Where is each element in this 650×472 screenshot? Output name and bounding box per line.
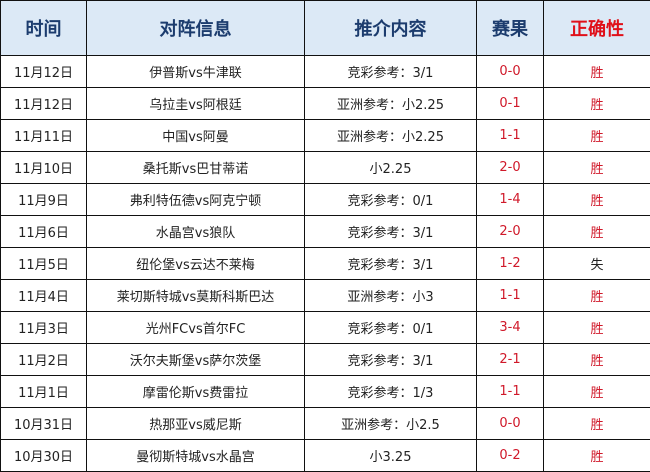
- score-cell: 1-2: [476, 247, 544, 280]
- date-cell: 11月10日: [0, 151, 87, 184]
- tip-cell: 小3.25: [304, 439, 477, 472]
- score-cell: 1-1: [476, 279, 544, 312]
- header-correct: 正确性: [543, 0, 650, 56]
- score-cell: 1-4: [476, 183, 544, 216]
- tip-cell: 小2.25: [304, 151, 477, 184]
- date-cell: 11月6日: [0, 215, 87, 248]
- result-cell: 胜: [543, 343, 650, 376]
- match-cell: 弗利特伍德vs阿克宁顿: [86, 183, 305, 216]
- result-cell: 胜: [543, 279, 650, 312]
- header-date: 时间: [0, 0, 87, 56]
- date-cell: 11月9日: [0, 183, 87, 216]
- table-row: 11月10日 桑托斯vs巴甘蒂诺 小2.25 2-0 胜: [0, 151, 650, 184]
- tip-cell: 竞彩参考：0/1: [304, 183, 477, 216]
- table-row: 11月11日 中国vs阿曼 亚洲参考：小2.25 1-1 胜: [0, 119, 650, 152]
- table-row: 11月3日 光州FCvs首尔FC 竞彩参考：0/1 3-4 胜: [0, 311, 650, 344]
- score-cell: 0-0: [476, 55, 544, 88]
- tip-cell: 竞彩参考：3/1: [304, 55, 477, 88]
- header-score: 赛果: [476, 0, 544, 56]
- match-cell: 莱切斯特城vs莫斯科斯巴达: [86, 279, 305, 312]
- tip-cell: 竞彩参考：3/1: [304, 343, 477, 376]
- date-cell: 10月30日: [0, 439, 87, 472]
- tip-cell: 竞彩参考：0/1: [304, 311, 477, 344]
- table-row: 11月6日 水晶宫vs狼队 竞彩参考：3/1 2-0 胜: [0, 215, 650, 248]
- result-cell: 胜: [543, 439, 650, 472]
- match-cell: 曼彻斯特城vs水晶宫: [86, 439, 305, 472]
- result-cell: 胜: [543, 119, 650, 152]
- tip-cell: 竞彩参考：3/1: [304, 247, 477, 280]
- date-cell: 11月3日: [0, 311, 87, 344]
- match-cell: 乌拉圭vs阿根廷: [86, 87, 305, 120]
- match-cell: 桑托斯vs巴甘蒂诺: [86, 151, 305, 184]
- table-row: 11月5日 纽伦堡vs云达不莱梅 竞彩参考：3/1 1-2 失: [0, 247, 650, 280]
- table-row: 10月30日 曼彻斯特城vs水晶宫 小3.25 0-2 胜: [0, 439, 650, 472]
- header-tip: 推介内容: [304, 0, 477, 56]
- score-cell: 2-1: [476, 343, 544, 376]
- score-cell: 1-1: [476, 375, 544, 408]
- result-cell: 胜: [543, 55, 650, 88]
- table-row: 11月9日 弗利特伍德vs阿克宁顿 竞彩参考：0/1 1-4 胜: [0, 183, 650, 216]
- date-cell: 11月5日: [0, 247, 87, 280]
- result-cell: 胜: [543, 311, 650, 344]
- match-cell: 沃尔夫斯堡vs萨尔茨堡: [86, 343, 305, 376]
- table-row: 11月12日 伊普斯vs牛津联 竞彩参考：3/1 0-0 胜: [0, 55, 650, 88]
- table-row: 11月12日 乌拉圭vs阿根廷 亚洲参考：小2.25 0-1 胜: [0, 87, 650, 120]
- score-cell: 1-1: [476, 119, 544, 152]
- score-cell: 2-0: [476, 151, 544, 184]
- date-cell: 10月31日: [0, 407, 87, 440]
- match-cell: 伊普斯vs牛津联: [86, 55, 305, 88]
- tip-cell: 亚洲参考：小2.5: [304, 407, 477, 440]
- score-cell: 0-0: [476, 407, 544, 440]
- match-cell: 光州FCvs首尔FC: [86, 311, 305, 344]
- result-cell: 失: [543, 247, 650, 280]
- result-cell: 胜: [543, 407, 650, 440]
- result-cell: 胜: [543, 183, 650, 216]
- date-cell: 11月2日: [0, 343, 87, 376]
- table-row: 11月2日 沃尔夫斯堡vs萨尔茨堡 竞彩参考：3/1 2-1 胜: [0, 343, 650, 376]
- match-cell: 热那亚vs威尼斯: [86, 407, 305, 440]
- table-row: 11月4日 莱切斯特城vs莫斯科斯巴达 亚洲参考：小3 1-1 胜: [0, 279, 650, 312]
- match-cell: 中国vs阿曼: [86, 119, 305, 152]
- tip-cell: 亚洲参考：小3: [304, 279, 477, 312]
- tip-cell: 竞彩参考：1/3: [304, 375, 477, 408]
- tip-cell: 竞彩参考：3/1: [304, 215, 477, 248]
- score-cell: 0-1: [476, 87, 544, 120]
- header-match: 对阵信息: [86, 0, 305, 56]
- result-cell: 胜: [543, 151, 650, 184]
- result-cell: 胜: [543, 215, 650, 248]
- table-row: 10月31日 热那亚vs威尼斯 亚洲参考：小2.5 0-0 胜: [0, 407, 650, 440]
- match-cell: 纽伦堡vs云达不莱梅: [86, 247, 305, 280]
- result-cell: 胜: [543, 87, 650, 120]
- table-row: 11月1日 摩雷伦斯vs费雷拉 竞彩参考：1/3 1-1 胜: [0, 375, 650, 408]
- date-cell: 11月4日: [0, 279, 87, 312]
- date-cell: 11月11日: [0, 119, 87, 152]
- tip-cell: 亚洲参考：小2.25: [304, 119, 477, 152]
- score-cell: 2-0: [476, 215, 544, 248]
- date-cell: 11月12日: [0, 87, 87, 120]
- result-cell: 胜: [543, 375, 650, 408]
- date-cell: 11月1日: [0, 375, 87, 408]
- score-cell: 0-2: [476, 439, 544, 472]
- score-cell: 3-4: [476, 311, 544, 344]
- date-cell: 11月12日: [0, 55, 87, 88]
- match-cell: 水晶宫vs狼队: [86, 215, 305, 248]
- header-row: 时间 对阵信息 推介内容 赛果 正确性: [0, 0, 650, 56]
- tip-cell: 亚洲参考：小2.25: [304, 87, 477, 120]
- match-cell: 摩雷伦斯vs费雷拉: [86, 375, 305, 408]
